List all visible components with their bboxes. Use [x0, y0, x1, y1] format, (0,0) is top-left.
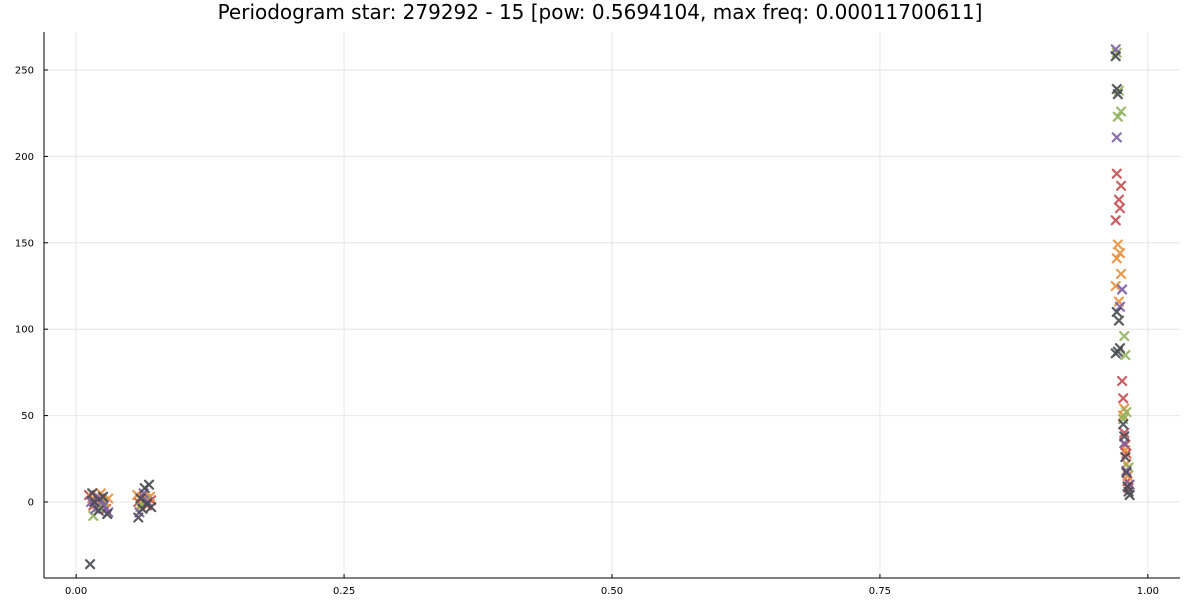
data-point	[1110, 215, 1121, 226]
data-points	[83, 44, 1135, 570]
data-point	[1114, 203, 1126, 214]
data-point	[1120, 451, 1131, 463]
y-tick-label: 0	[28, 497, 34, 508]
data-point	[93, 505, 104, 516]
data-point	[1119, 331, 1130, 342]
data-point	[1111, 253, 1122, 264]
data-point	[1121, 467, 1132, 478]
data-point	[97, 491, 109, 502]
data-point	[1114, 301, 1126, 312]
y-tick-label: 150	[15, 238, 34, 249]
data-point	[1115, 106, 1127, 117]
x-tick-label: 0.00	[65, 586, 87, 597]
grid	[44, 32, 1180, 578]
data-point	[103, 493, 114, 504]
data-point	[1112, 89, 1123, 100]
data-point	[1110, 348, 1121, 359]
data-point	[1119, 438, 1130, 449]
data-point	[1110, 51, 1121, 62]
data-point	[1121, 407, 1132, 418]
chart-title: Periodogram star: 279292 - 15 [pow: 0.56…	[217, 0, 983, 24]
data-point	[86, 496, 97, 508]
x-tick-label: 0.75	[869, 586, 891, 597]
data-point	[133, 512, 144, 523]
data-point	[1110, 44, 1121, 55]
data-point	[143, 479, 155, 490]
data-point	[84, 559, 96, 570]
data-point	[89, 496, 100, 508]
data-point	[1115, 268, 1127, 279]
data-point	[1110, 280, 1121, 292]
data-point	[1113, 315, 1125, 326]
data-point	[1113, 194, 1125, 205]
data-point	[1117, 284, 1128, 295]
data-point	[1121, 465, 1132, 476]
data-point	[1114, 248, 1126, 259]
data-point	[1111, 306, 1122, 318]
data-point	[1115, 180, 1127, 191]
y-tick-label: 100	[15, 325, 34, 336]
data-point	[1112, 111, 1123, 122]
data-point	[1117, 375, 1128, 387]
y-tick-label: 50	[21, 411, 34, 422]
data-point	[1124, 489, 1135, 501]
x-tick-label: 0.25	[333, 586, 355, 597]
axes: 0.00 0.25 0.50 0.75 1.00 0 50 100 150 200 250	[15, 32, 1180, 597]
data-point	[1111, 132, 1122, 143]
data-point	[87, 488, 98, 499]
y-tick-label: 200	[15, 152, 34, 163]
x-tick-label: 1.00	[1137, 586, 1159, 597]
y-tick-label: 250	[15, 66, 34, 77]
x-tick-label: 0.50	[601, 586, 623, 597]
data-point	[1112, 239, 1123, 250]
data-point	[144, 491, 156, 502]
data-point	[1118, 393, 1129, 404]
data-point	[1119, 431, 1130, 442]
data-point	[1111, 168, 1122, 179]
data-point	[1118, 419, 1129, 430]
data-point	[146, 502, 157, 513]
data-point	[1119, 427, 1130, 438]
data-point	[102, 508, 113, 520]
